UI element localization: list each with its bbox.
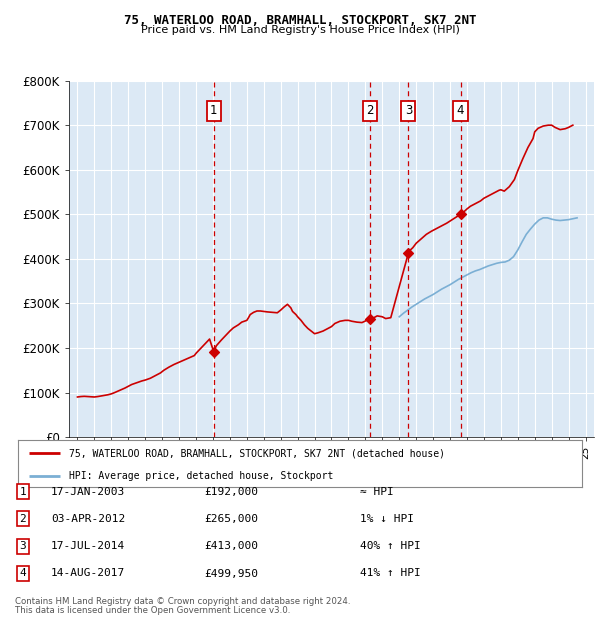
Text: 17-JUL-2014: 17-JUL-2014: [51, 541, 125, 551]
Text: £413,000: £413,000: [204, 541, 258, 551]
Text: ≈ HPI: ≈ HPI: [360, 487, 394, 497]
Text: 14-AUG-2017: 14-AUG-2017: [51, 569, 125, 578]
Text: 1% ↓ HPI: 1% ↓ HPI: [360, 514, 414, 524]
Text: 75, WATERLOO ROAD, BRAMHALL, STOCKPORT, SK7 2NT (detached house): 75, WATERLOO ROAD, BRAMHALL, STOCKPORT, …: [69, 448, 445, 458]
Text: 3: 3: [19, 541, 26, 551]
Point: [365, 314, 374, 324]
Text: 1: 1: [210, 104, 217, 117]
Text: Contains HM Land Registry data © Crown copyright and database right 2024.: Contains HM Land Registry data © Crown c…: [15, 597, 350, 606]
Point: [209, 347, 218, 356]
Text: 2: 2: [366, 104, 373, 117]
Text: 17-JAN-2003: 17-JAN-2003: [51, 487, 125, 497]
Text: This data is licensed under the Open Government Licence v3.0.: This data is licensed under the Open Gov…: [15, 606, 290, 615]
Point: [404, 248, 413, 258]
Text: 4: 4: [457, 104, 464, 117]
Text: 41% ↑ HPI: 41% ↑ HPI: [360, 569, 421, 578]
Text: £265,000: £265,000: [204, 514, 258, 524]
Text: 4: 4: [19, 569, 26, 578]
Text: £499,950: £499,950: [204, 569, 258, 578]
Text: 03-APR-2012: 03-APR-2012: [51, 514, 125, 524]
Point: [456, 210, 466, 219]
Text: 75, WATERLOO ROAD, BRAMHALL, STOCKPORT, SK7 2NT: 75, WATERLOO ROAD, BRAMHALL, STOCKPORT, …: [124, 14, 476, 27]
Text: Price paid vs. HM Land Registry's House Price Index (HPI): Price paid vs. HM Land Registry's House …: [140, 25, 460, 35]
Text: £192,000: £192,000: [204, 487, 258, 497]
Text: 2: 2: [19, 514, 26, 524]
Text: 3: 3: [404, 104, 412, 117]
Text: 1: 1: [19, 487, 26, 497]
Text: HPI: Average price, detached house, Stockport: HPI: Average price, detached house, Stoc…: [69, 471, 333, 482]
Text: 40% ↑ HPI: 40% ↑ HPI: [360, 541, 421, 551]
